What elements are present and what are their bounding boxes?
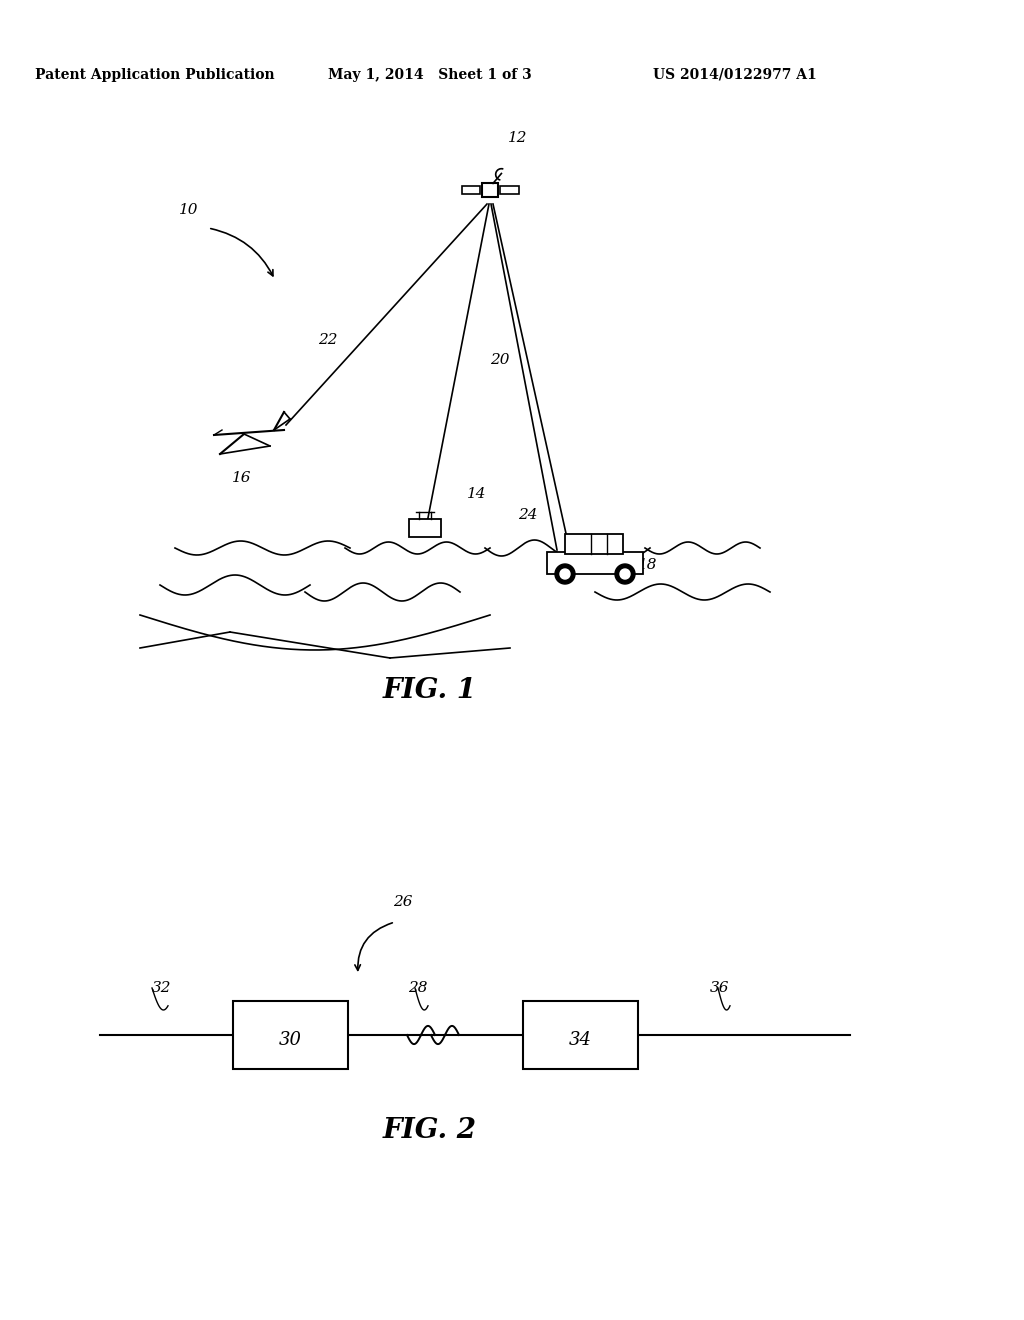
Bar	[481, 183, 499, 197]
Bar	[565, 535, 623, 554]
Text: FIG. 1: FIG. 1	[383, 676, 477, 704]
Text: 18: 18	[638, 558, 657, 572]
Text: 32: 32	[152, 981, 171, 995]
Text: 10: 10	[178, 203, 198, 216]
Text: 14: 14	[467, 487, 486, 502]
Circle shape	[560, 569, 570, 579]
Bar	[522, 1001, 638, 1069]
Bar	[232, 1001, 347, 1069]
Text: 20: 20	[490, 352, 510, 367]
Text: 30: 30	[279, 1031, 301, 1049]
Text: 16: 16	[232, 471, 252, 484]
Bar	[547, 552, 643, 574]
Text: US 2014/0122977 A1: US 2014/0122977 A1	[653, 69, 817, 82]
Text: 34: 34	[568, 1031, 592, 1049]
Text: 24: 24	[518, 508, 538, 521]
Text: 36: 36	[710, 981, 729, 995]
Text: May 1, 2014   Sheet 1 of 3: May 1, 2014 Sheet 1 of 3	[328, 69, 531, 82]
Circle shape	[620, 569, 630, 579]
Circle shape	[615, 564, 635, 583]
Text: 22: 22	[318, 333, 338, 347]
Text: 26: 26	[393, 895, 413, 909]
Bar	[500, 186, 518, 194]
Circle shape	[555, 564, 575, 583]
Text: FIG. 2: FIG. 2	[383, 1117, 477, 1143]
Text: 28: 28	[408, 981, 427, 995]
Bar	[409, 519, 441, 537]
Text: Patent Application Publication: Patent Application Publication	[35, 69, 274, 82]
Text: 12: 12	[508, 131, 527, 145]
Bar	[462, 186, 480, 194]
